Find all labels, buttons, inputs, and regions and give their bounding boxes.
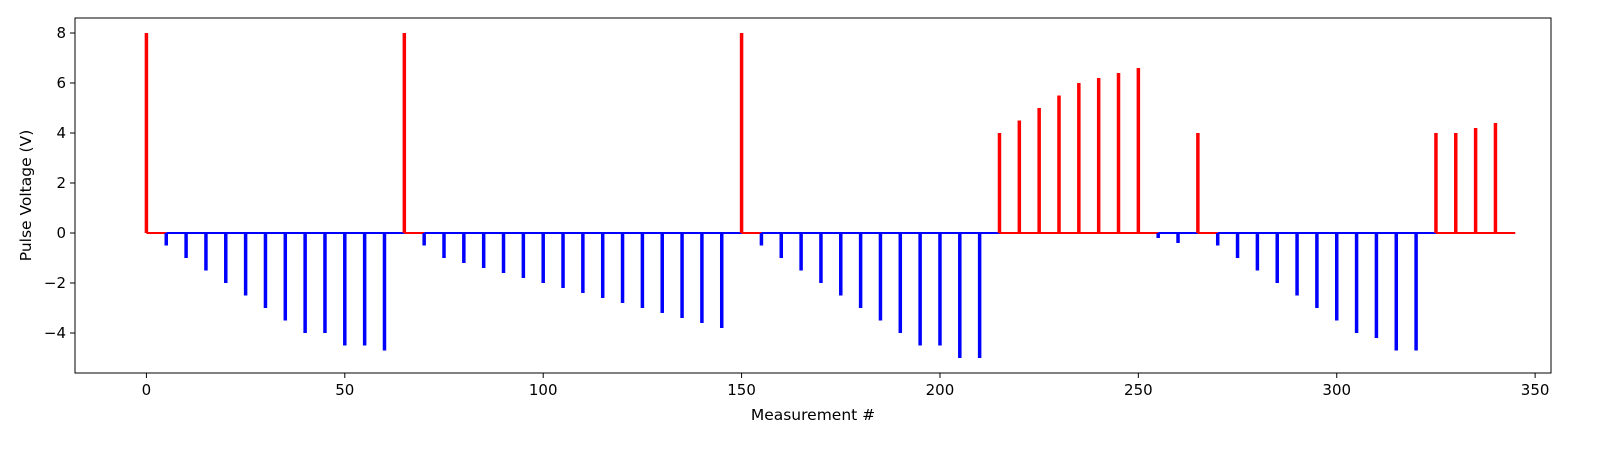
x-axis-ticks: 0 50 100 150 200 250 300 350 bbox=[142, 373, 1550, 399]
y-tick-label: −2 bbox=[44, 274, 66, 292]
y-tick-label: −4 bbox=[44, 324, 66, 342]
x-tick-label: 200 bbox=[926, 381, 955, 399]
pulse-bars bbox=[144, 33, 1498, 358]
y-axis-ticks: −4 −2 0 2 4 6 8 bbox=[44, 24, 75, 342]
y-tick-label: 8 bbox=[56, 24, 66, 42]
x-tick-label: 100 bbox=[529, 381, 558, 399]
y-tick-label: 4 bbox=[56, 124, 66, 142]
plot-frame bbox=[74, 17, 1552, 374]
x-tick-label: 250 bbox=[1124, 381, 1153, 399]
x-tick-label: 150 bbox=[727, 381, 756, 399]
x-tick-label: 350 bbox=[1521, 381, 1550, 399]
x-axis-label: Measurement # bbox=[751, 406, 875, 424]
y-tick-label: 6 bbox=[56, 74, 66, 92]
y-tick-label: 0 bbox=[56, 224, 66, 242]
x-tick-label: 300 bbox=[1322, 381, 1351, 399]
x-tick-label: 0 bbox=[142, 381, 152, 399]
x-tick-label: 50 bbox=[335, 381, 354, 399]
y-tick-label: 2 bbox=[56, 174, 66, 192]
y-axis-label: Pulse Voltage (V) bbox=[17, 130, 35, 262]
